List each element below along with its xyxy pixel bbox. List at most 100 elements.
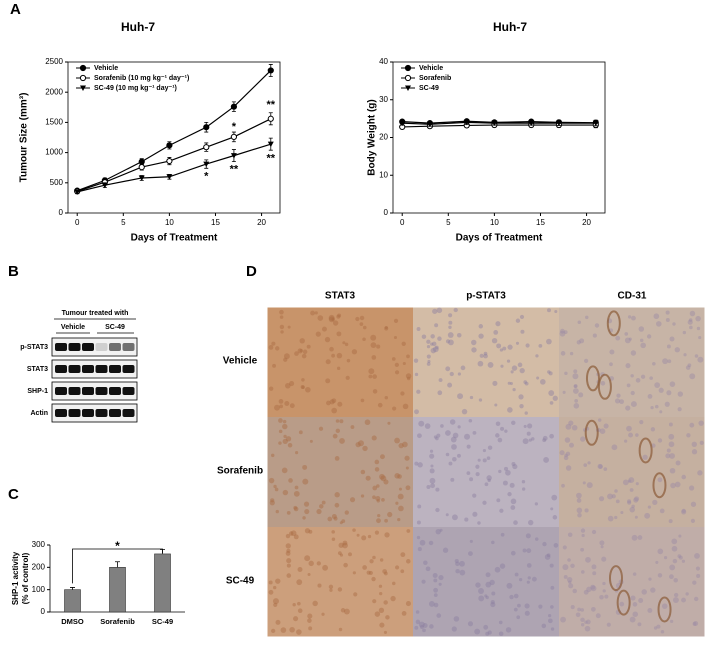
cell (644, 512, 651, 519)
cell (498, 631, 504, 637)
cell (624, 332, 629, 336)
cell (338, 542, 344, 548)
cell (665, 453, 671, 459)
cell (652, 499, 658, 506)
cell (698, 335, 702, 340)
marker (74, 189, 81, 195)
cell (560, 351, 566, 356)
cell (657, 548, 664, 555)
cell (577, 320, 582, 325)
cell (671, 545, 678, 552)
cell (297, 601, 301, 606)
x-tick-label: 20 (582, 218, 591, 227)
panel-label: B (8, 263, 19, 280)
cell (448, 320, 453, 325)
cell (416, 520, 421, 525)
cell (681, 508, 686, 514)
cell (269, 386, 274, 391)
cell (309, 439, 313, 443)
cell (416, 535, 421, 540)
cell (635, 378, 641, 383)
cell (668, 422, 673, 427)
cell (325, 359, 331, 365)
cell (275, 619, 281, 625)
cell (368, 570, 373, 576)
cell (332, 433, 338, 439)
cell (275, 509, 279, 514)
cell (482, 448, 487, 453)
cell (369, 559, 374, 564)
cell (490, 600, 495, 605)
cell (269, 500, 275, 506)
cell (367, 534, 372, 539)
cell (372, 495, 376, 500)
cell (413, 358, 419, 363)
cell (505, 627, 512, 633)
cell (628, 477, 635, 484)
cell (665, 310, 670, 315)
cell (584, 625, 591, 632)
legend-marker (79, 74, 87, 82)
cell (672, 322, 676, 326)
cell (494, 403, 498, 407)
cell (665, 317, 670, 322)
cell (328, 316, 335, 323)
cell (697, 356, 704, 363)
cell (506, 582, 513, 589)
bar (109, 567, 126, 613)
cell (383, 600, 388, 605)
cell (521, 479, 526, 484)
cell (302, 478, 309, 485)
cell (496, 498, 501, 503)
cell (657, 438, 663, 443)
marker (203, 144, 210, 151)
cell (376, 344, 381, 349)
cell (419, 539, 426, 546)
cell (495, 433, 500, 438)
cell (452, 456, 457, 462)
cell (549, 563, 554, 568)
cell (385, 615, 390, 620)
cell (595, 613, 601, 619)
cell (467, 621, 474, 627)
cell (629, 506, 636, 513)
cell (471, 339, 477, 346)
cell (400, 552, 406, 558)
cell (355, 316, 360, 322)
cell (295, 451, 299, 455)
annotation: * (232, 121, 237, 133)
blot-strip (51, 359, 138, 379)
cell (449, 419, 456, 425)
cell (531, 576, 537, 582)
cell (598, 496, 605, 502)
cell (639, 420, 644, 425)
cell (550, 627, 555, 631)
cell (513, 607, 518, 612)
cell (469, 395, 474, 400)
cell (526, 580, 530, 584)
marker (491, 120, 498, 127)
cell (391, 357, 396, 361)
cell (510, 550, 516, 556)
cell (431, 341, 437, 347)
cell (325, 378, 331, 384)
marker (463, 119, 470, 126)
cell (306, 344, 311, 349)
cell (342, 341, 346, 345)
cell (630, 401, 637, 408)
cell (691, 441, 697, 447)
blot-row-label: SHP-1 (27, 388, 48, 395)
row-label: Sorafenib (217, 466, 263, 477)
cell (550, 585, 555, 590)
cell (576, 492, 582, 499)
cell (331, 407, 338, 414)
cell (355, 441, 361, 448)
cell (491, 540, 495, 545)
cell (626, 383, 631, 388)
blot-band (95, 343, 108, 351)
cell (278, 429, 283, 434)
cell (426, 354, 431, 359)
cell (688, 318, 693, 322)
cell (379, 591, 383, 596)
cell (370, 342, 377, 349)
